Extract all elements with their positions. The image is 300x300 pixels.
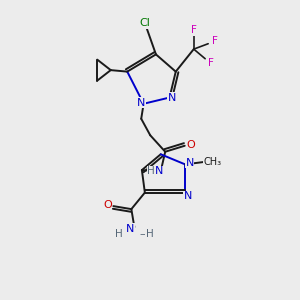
Text: O: O [186,140,195,150]
Text: N: N [155,166,164,176]
Text: N: N [168,92,176,103]
Text: O: O [103,200,112,210]
Text: H: H [147,166,155,176]
Text: CH₃: CH₃ [203,157,221,167]
Text: H: H [146,229,154,239]
Text: N: N [185,158,194,168]
Text: F: F [191,25,197,35]
Text: H: H [116,229,123,239]
Text: F: F [208,58,214,68]
Text: N: N [126,224,134,234]
Text: N: N [184,191,192,201]
Text: N: N [137,98,146,108]
Text: –: – [139,229,145,239]
Text: F: F [212,36,218,46]
Text: Cl: Cl [139,19,150,28]
